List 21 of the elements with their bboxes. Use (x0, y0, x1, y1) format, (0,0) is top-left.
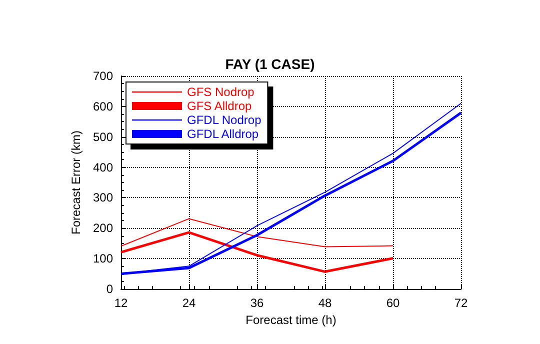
y-tick-label: 200 (92, 221, 114, 236)
legend-label: GFDL Alldrop (187, 127, 259, 141)
legend-label: GFDL Nodrop (187, 113, 262, 127)
x-tick-label: 36 (250, 296, 264, 310)
y-tick-label: 700 (92, 69, 114, 83)
y-tick-label: 100 (92, 252, 114, 266)
y-tick-label: 600 (92, 99, 114, 114)
y-tick-label: 0 (106, 282, 114, 296)
x-tick-label: 48 (318, 296, 332, 310)
x-axis-title: Forecast time (h) (246, 312, 336, 327)
y-tick-label: 500 (92, 130, 114, 144)
y-tick-label: 300 (92, 190, 114, 205)
x-tick-label: 24 (182, 296, 196, 310)
y-axis-title: Forecast Error (km) (69, 130, 84, 235)
x-tick-label: 12 (114, 296, 128, 310)
x-tick-label: 72 (454, 296, 468, 310)
y-tick-label: 400 (92, 160, 114, 174)
chart-title: FAY (1 CASE) (225, 56, 315, 72)
legend-label: GFS Alldrop (187, 99, 252, 113)
x-tick-label: 60 (386, 296, 400, 310)
legend-label: GFS Nodrop (187, 85, 255, 99)
